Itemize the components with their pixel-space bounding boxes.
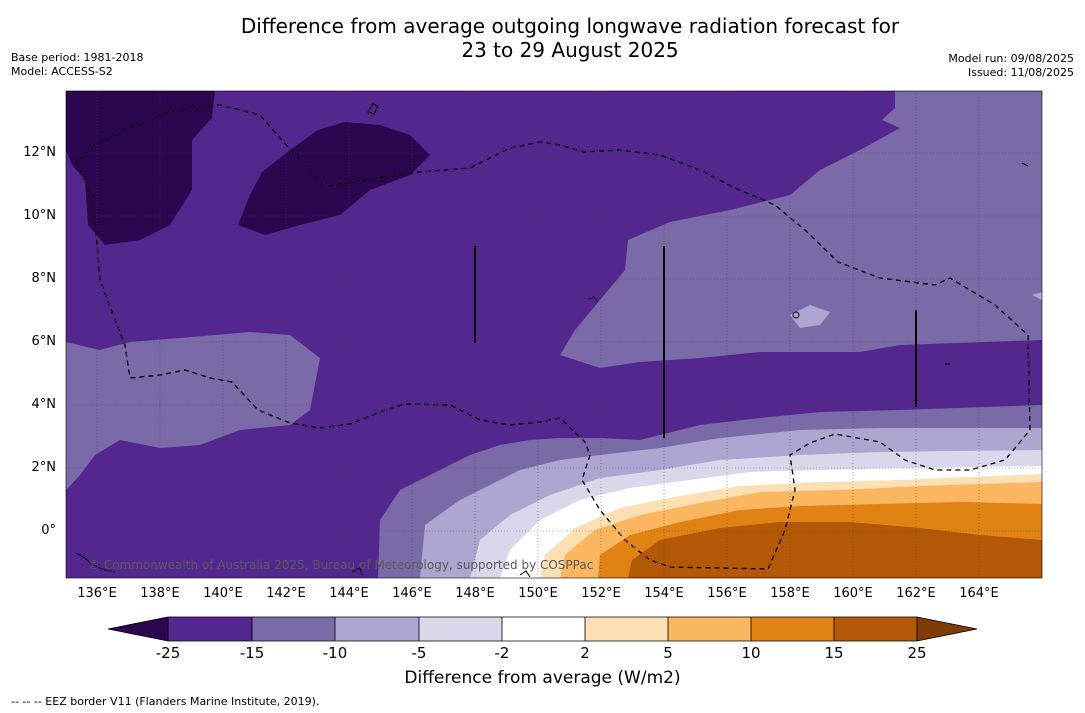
lon-label: 136°E — [77, 586, 117, 601]
colorbar-cell — [834, 617, 917, 641]
colorbar-cell — [668, 617, 751, 641]
lon-label: 152°E — [581, 586, 621, 601]
lat-label: 2°N — [31, 460, 57, 475]
colorbar — [107, 616, 978, 642]
colorbar-tick-label: 10 — [741, 644, 761, 662]
title-line-1: Difference from average outgoing longwav… — [240, 14, 900, 38]
anomaly-region-lt-minus25-central — [238, 122, 430, 235]
colorbar-cell — [335, 617, 419, 641]
island-outline — [587, 296, 598, 302]
eez-border-line — [75, 104, 1031, 570]
lon-label: 154°E — [644, 586, 684, 601]
anomaly-region-15-25 — [628, 522, 1042, 578]
island-outline — [351, 567, 363, 576]
title-line-2: 23 to 29 August 2025 — [461, 38, 679, 62]
lon-label: 146°E — [392, 586, 432, 601]
lon-label: 160°E — [833, 586, 873, 601]
colorbar-title: Difference from average (W/m2) — [404, 668, 681, 688]
colorbar-cell — [751, 617, 834, 641]
anomaly-patch-east — [790, 305, 830, 328]
colorbar-cell-gt25 — [917, 617, 977, 641]
island-outline — [75, 552, 116, 573]
colorbar-cell-lt-25 — [108, 617, 168, 641]
map-title: Difference from average outgoing longwav… — [170, 14, 970, 62]
colorbar-cell — [168, 617, 252, 641]
lon-label: 140°E — [203, 586, 243, 601]
island-outline — [367, 103, 379, 115]
issued-date: Issued: 11/08/2025 — [967, 66, 1074, 79]
colorbar-tick-label: 15 — [824, 644, 844, 662]
model-name: Model: ACCESS-S2 — [11, 65, 113, 78]
colorbar-cell — [502, 617, 585, 641]
meta-right: Model run: 09/08/2025 Issued: 11/08/2025 — [948, 52, 1074, 80]
colorbar-tick-label: -5 — [411, 644, 427, 662]
colorbar-tick-label: 25 — [907, 644, 927, 662]
colorbar-cell — [419, 617, 502, 641]
lon-label: 164°E — [959, 586, 999, 601]
colorbar-tick-label: -25 — [155, 644, 181, 662]
anomaly-region-lt-minus25-west — [66, 91, 215, 245]
lon-label: 138°E — [140, 586, 180, 601]
lat-label: 10°N — [23, 208, 56, 223]
lat-label: 6°N — [31, 334, 57, 349]
colorbar-cell — [585, 617, 668, 641]
anomaly-patch-far-east — [1032, 292, 1042, 300]
colorbar-cell — [252, 617, 335, 641]
lat-label: 8°N — [31, 271, 57, 286]
colorbar-tick-label: -15 — [239, 644, 265, 662]
copyright-notice: © Commonwealth of Australia 2025, Bureau… — [88, 558, 594, 572]
lon-label: 142°E — [266, 586, 306, 601]
lon-label: 150°E — [518, 586, 558, 601]
lon-label: 158°E — [770, 586, 810, 601]
island-outline — [1021, 162, 1029, 167]
lon-label: 148°E — [455, 586, 495, 601]
island-outline — [519, 570, 531, 578]
colorbar-tick-label: 5 — [663, 644, 673, 662]
colorbar-tick-label: -2 — [494, 644, 510, 662]
base-period: Base period: 1981-2018 — [11, 51, 144, 64]
lon-label: 144°E — [329, 586, 369, 601]
model-run: Model run: 09/08/2025 — [948, 52, 1074, 65]
lat-label: 0° — [41, 523, 56, 538]
map-frame — [65, 90, 1043, 579]
lat-label: 4°N — [31, 397, 57, 412]
island-outline — [792, 311, 800, 319]
eez-footnote: -- -- -- EEZ border V11 (Flanders Marine… — [11, 695, 320, 708]
colorbar-tick-label: 2 — [580, 644, 590, 662]
meta-left: Base period: 1981-2018 Model: ACCESS-S2 — [11, 51, 143, 79]
lon-label: 156°E — [707, 586, 747, 601]
colorbar-tick-label: -10 — [322, 644, 348, 662]
lon-label: 162°E — [896, 586, 936, 601]
lat-label: 12°N — [23, 145, 56, 160]
anomaly-region-east-north — [560, 91, 1042, 368]
